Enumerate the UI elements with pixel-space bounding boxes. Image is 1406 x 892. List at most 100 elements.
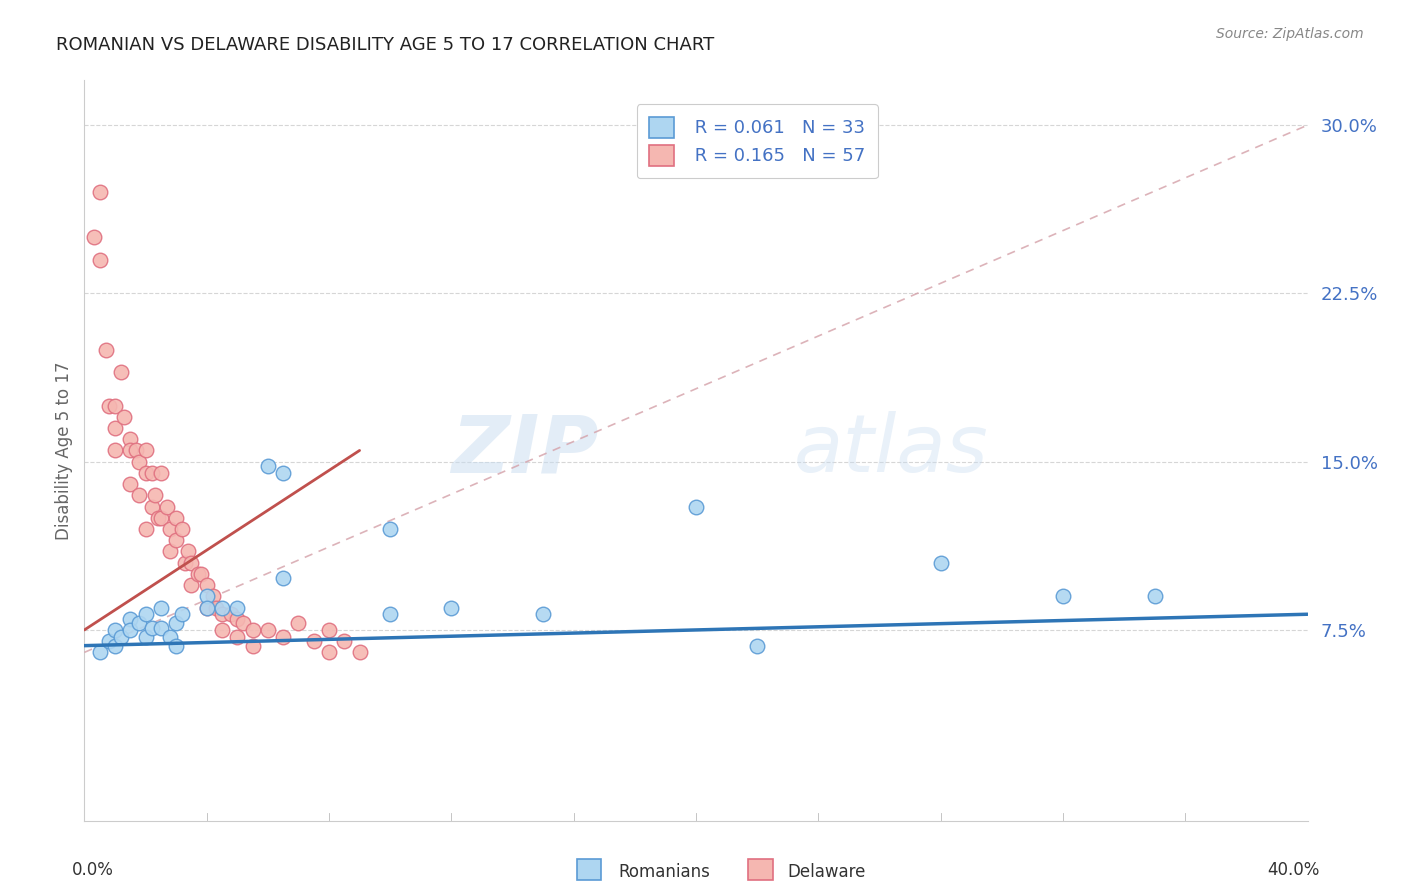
Point	[190, 566, 212, 581]
Point	[104, 421, 127, 435]
Point	[195, 589, 218, 603]
Bar	[576, 859, 602, 880]
Point	[242, 639, 264, 653]
Point	[120, 432, 142, 446]
Point	[257, 459, 280, 474]
Point	[120, 623, 142, 637]
Point	[156, 500, 179, 514]
Point	[174, 556, 197, 570]
Point	[195, 600, 218, 615]
Point	[380, 607, 402, 622]
Point	[242, 623, 264, 637]
Point	[186, 566, 208, 581]
Point	[135, 607, 157, 622]
Point	[125, 443, 148, 458]
Point	[226, 630, 249, 644]
Point	[1052, 589, 1074, 603]
Point	[211, 623, 233, 637]
Point	[128, 455, 150, 469]
Point	[89, 252, 111, 267]
Point	[201, 589, 224, 603]
Point	[110, 365, 132, 379]
Point	[135, 443, 157, 458]
Point	[89, 186, 111, 200]
Point	[318, 623, 340, 637]
Point	[172, 607, 194, 622]
Point	[165, 533, 187, 548]
Point	[128, 488, 150, 502]
Point	[159, 544, 181, 558]
Point	[302, 634, 325, 648]
Point	[97, 634, 120, 648]
Point	[180, 556, 202, 570]
Point	[440, 600, 463, 615]
Point	[143, 488, 166, 502]
Point	[141, 500, 163, 514]
Point	[135, 630, 157, 644]
Point	[349, 645, 371, 659]
Point	[195, 578, 218, 592]
Point	[747, 639, 769, 653]
Point	[271, 466, 294, 480]
Point	[135, 522, 157, 536]
Point	[232, 616, 254, 631]
Point	[94, 343, 117, 357]
Y-axis label: Disability Age 5 to 17: Disability Age 5 to 17	[55, 361, 73, 540]
Point	[271, 571, 294, 585]
Text: ZIP: ZIP	[451, 411, 598, 490]
Point	[165, 510, 187, 524]
Text: Romanians: Romanians	[619, 863, 710, 881]
Text: 40.0%: 40.0%	[1267, 862, 1320, 880]
Point	[104, 443, 127, 458]
Point	[120, 477, 142, 491]
Point	[226, 600, 249, 615]
Point	[104, 399, 127, 413]
Point	[318, 645, 340, 659]
Point	[112, 409, 135, 424]
Text: ROMANIAN VS DELAWARE DISABILITY AGE 5 TO 17 CORRELATION CHART: ROMANIAN VS DELAWARE DISABILITY AGE 5 TO…	[56, 36, 714, 54]
Point	[929, 556, 952, 570]
Legend:  R = 0.061   N = 33,  R = 0.165   N = 57: R = 0.061 N = 33, R = 0.165 N = 57	[637, 104, 877, 178]
Point	[177, 544, 200, 558]
Point	[89, 645, 111, 659]
Point	[149, 600, 172, 615]
Point	[149, 466, 172, 480]
Point	[226, 612, 249, 626]
Point	[110, 630, 132, 644]
Point	[333, 634, 356, 648]
Text: 0.0%: 0.0%	[72, 862, 114, 880]
Point	[219, 607, 242, 622]
Point	[211, 607, 233, 622]
Point	[141, 621, 163, 635]
Text: Delaware: Delaware	[787, 863, 866, 881]
Point	[271, 630, 294, 644]
Point	[159, 522, 181, 536]
Point	[141, 466, 163, 480]
Point	[531, 607, 554, 622]
Point	[146, 510, 169, 524]
Point	[120, 612, 142, 626]
Point	[135, 466, 157, 480]
Point	[165, 616, 187, 631]
Point	[149, 621, 172, 635]
Point	[257, 623, 280, 637]
Point	[380, 522, 402, 536]
Text: Source: ZipAtlas.com: Source: ZipAtlas.com	[1216, 27, 1364, 41]
Point	[128, 616, 150, 631]
Point	[205, 600, 228, 615]
Point	[120, 443, 142, 458]
Point	[149, 510, 172, 524]
Point	[97, 399, 120, 413]
Point	[180, 578, 202, 592]
Point	[159, 630, 181, 644]
Point	[83, 230, 105, 244]
Point	[195, 600, 218, 615]
Point	[104, 639, 127, 653]
Point	[211, 600, 233, 615]
Point	[165, 639, 187, 653]
Bar	[748, 859, 773, 880]
Point	[1143, 589, 1166, 603]
Point	[287, 616, 309, 631]
Point	[172, 522, 194, 536]
Point	[104, 623, 127, 637]
